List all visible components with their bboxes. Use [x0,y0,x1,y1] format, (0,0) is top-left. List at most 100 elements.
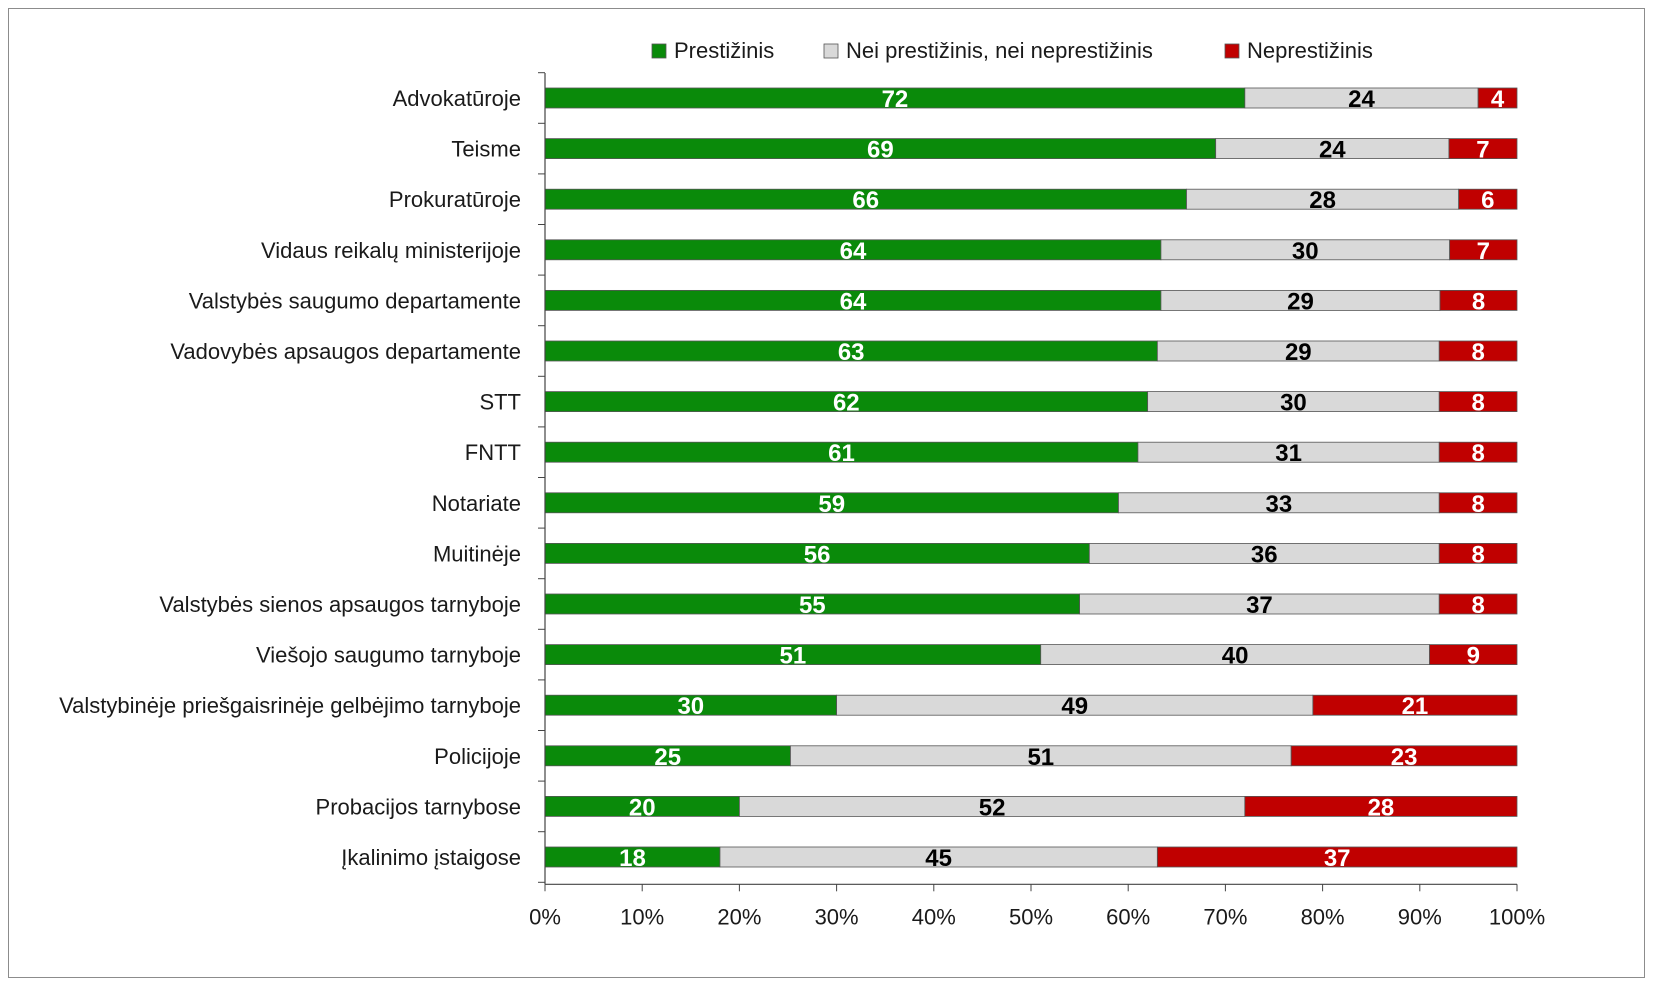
data-label: 51 [780,643,807,670]
data-label: 66 [852,187,879,214]
category-label: Valstybės saugumo departamente [189,288,521,313]
x-tick-label: 80% [1301,904,1345,929]
category-label: STT [479,390,521,415]
x-tick-label: 40% [912,904,956,929]
data-label: 61 [828,440,855,467]
category-label: Prokuratūroje [389,187,521,212]
data-label: 33 [1266,491,1293,518]
x-tick-label: 90% [1398,904,1442,929]
bar-segment-3 [1448,138,1518,160]
axes: Advokatūroje Teisme Prokuratūroje Vidaus re… [59,72,1545,929]
legend-swatch-3 [1224,43,1240,59]
category-label: Valstybinėje priešgaisrinėje gelbėjimo t… [59,693,521,718]
category-label: Vidaus reikalų ministerijoje [261,238,521,263]
data-label: 8 [1471,491,1484,518]
data-label: 64 [840,288,867,315]
bar-segment-3 [1438,391,1518,413]
data-label: 30 [677,693,704,720]
x-tick-label: 50% [1009,904,1053,929]
data-label: 21 [1402,693,1429,720]
data-label: 62 [833,390,860,417]
data-label: 28 [1368,794,1395,821]
category-label: Valstybės sienos apsaugos tarnyboje [159,592,521,617]
bar-segment-3 [1438,492,1518,514]
bar-segment-3 [1477,87,1518,109]
data-label: 45 [925,845,952,872]
category-label: Viešojo saugumo tarnyboje [256,643,521,668]
data-label: 37 [1246,592,1273,619]
bar-segment-3 [1438,543,1518,564]
x-tick-label: 30% [815,904,859,929]
data-label: 8 [1471,440,1484,467]
legend-swatch-1 [651,43,667,59]
category-label: Advokatūroje [393,86,521,111]
data-label: 56 [804,541,831,568]
data-label: 8 [1472,288,1485,315]
bar-segment-3 [1458,188,1518,210]
data-label: 52 [979,794,1006,821]
x-tick-label: 70% [1203,904,1247,929]
bar-segment-3 [1449,239,1518,261]
bar-segment-3 [1438,441,1518,463]
legend-label-2: Nei prestižinis, nei neprestižinis [846,38,1153,63]
bar-segment-3 [1312,694,1518,716]
data-label: 8 [1471,339,1484,366]
data-label: 51 [1027,744,1054,771]
legend-label-3: Neprestižinis [1247,38,1373,63]
category-label: Teisme [451,137,521,162]
category-label: Vadovybės apsaugos departamente [170,339,521,364]
category-label: Notariate [432,491,521,516]
bar-segment-3 [1429,644,1518,665]
data-label: 40 [1222,643,1249,670]
data-label: 18 [619,845,646,872]
x-tick-label: 0% [529,904,561,929]
data-label: 55 [799,592,826,619]
data-label: 31 [1275,440,1302,467]
stacked-bar-chart: Prestižinis Nei prestižinis, nei nepresti… [59,38,1545,929]
category-label: Įkalinimo įstaigose [341,845,521,870]
data-label: 25 [654,744,681,771]
category-label: Probacijos tarnybose [316,794,521,819]
bar-segment-3 [1439,289,1518,311]
data-label: 72 [882,86,909,113]
data-label: 8 [1471,390,1484,417]
data-label: 64 [840,238,867,265]
data-label: 30 [1292,238,1319,265]
x-tick-label: 100% [1489,904,1545,929]
bar-segment-3 [1244,796,1518,817]
data-label: 24 [1319,137,1346,164]
data-label: 4 [1491,86,1505,113]
bar-segment-3 [1438,340,1518,362]
category-label: Policijoje [434,744,521,769]
chart-frame: Prestižinis Nei prestižinis, nei nepresti… [8,8,1645,978]
data-label: 8 [1471,541,1484,568]
data-label: 6 [1481,187,1494,214]
data-label: 29 [1285,339,1312,366]
category-label: FNTT [465,440,521,465]
x-tick-label: 20% [717,904,761,929]
data-label: 24 [1348,86,1375,113]
data-label: 30 [1280,390,1307,417]
x-tick-label: 60% [1106,904,1150,929]
data-label: 59 [818,491,845,518]
data-label: 69 [867,137,894,164]
data-label: 29 [1287,288,1314,315]
data-label: 8 [1471,592,1484,619]
data-label: 7 [1477,238,1490,265]
data-label: 36 [1251,541,1278,568]
category-label: Muitinėje [433,541,521,566]
bar-segment-3 [1290,745,1518,767]
data-label: 63 [838,339,865,366]
legend-label-1: Prestižinis [674,38,774,63]
data-label: 28 [1309,187,1336,214]
bar-segment-3 [1156,846,1518,868]
x-tick-label: 10% [620,904,664,929]
legend: Prestižinis Nei prestižinis, nei nepresti… [651,38,1373,63]
data-label: 20 [629,794,656,821]
bar-segment-3 [1438,593,1518,615]
legend-swatch-2 [823,43,839,59]
data-label: 7 [1476,137,1489,164]
bars: 72 24 4 69 24 7 66 28 6 64 30 7 64 29 8 63 29 8 62 30 8 61 31 8… [544,86,1518,872]
data-label: 9 [1467,643,1480,670]
data-label: 49 [1061,693,1088,720]
